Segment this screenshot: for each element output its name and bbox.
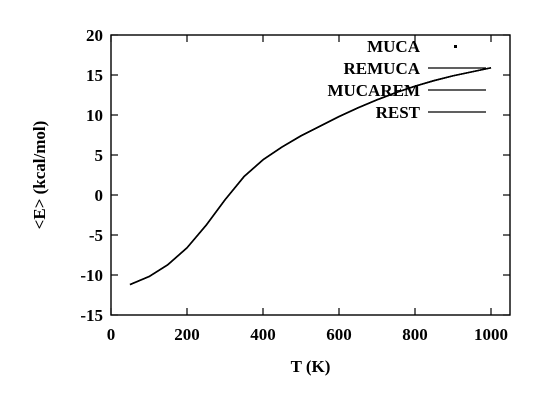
legend-label: MUCA xyxy=(367,37,421,56)
x-tick-label: 200 xyxy=(174,325,200,344)
plot-frame xyxy=(110,34,511,316)
legend-label: REMUCA xyxy=(344,59,421,78)
x-tick-label: 1000 xyxy=(474,325,508,344)
y-tick-label: -10 xyxy=(80,266,103,285)
y-tick-label: 10 xyxy=(86,106,103,125)
y-tick-label: 15 xyxy=(86,66,103,85)
x-tick-label: 0 xyxy=(107,325,116,344)
y-tick-label: -5 xyxy=(89,226,103,245)
legend: MUCA REMUCA MUCAREM REST xyxy=(327,37,486,122)
series xyxy=(129,67,492,286)
legend-point-sample xyxy=(454,45,457,48)
ticks: 0 200 400 600 800 1000 -15 -10 -5 0 5 10 15 20 xyxy=(80,26,510,344)
y-tick-label: 0 xyxy=(95,186,104,205)
legend-label: MUCAREM xyxy=(327,81,420,100)
x-tick-label: 400 xyxy=(250,325,276,344)
y-tick-label: 20 xyxy=(86,26,103,45)
y-tick-label: -15 xyxy=(80,306,103,325)
series-line-rest xyxy=(129,67,492,286)
x-axis-label: T (K) xyxy=(291,357,331,376)
y-axis-label: <E> (kcal/mol) xyxy=(30,121,49,230)
x-tick-label: 600 xyxy=(326,325,352,344)
x-tick-label: 800 xyxy=(402,325,428,344)
y-tick-label: 5 xyxy=(95,146,104,165)
legend-label: REST xyxy=(376,103,421,122)
